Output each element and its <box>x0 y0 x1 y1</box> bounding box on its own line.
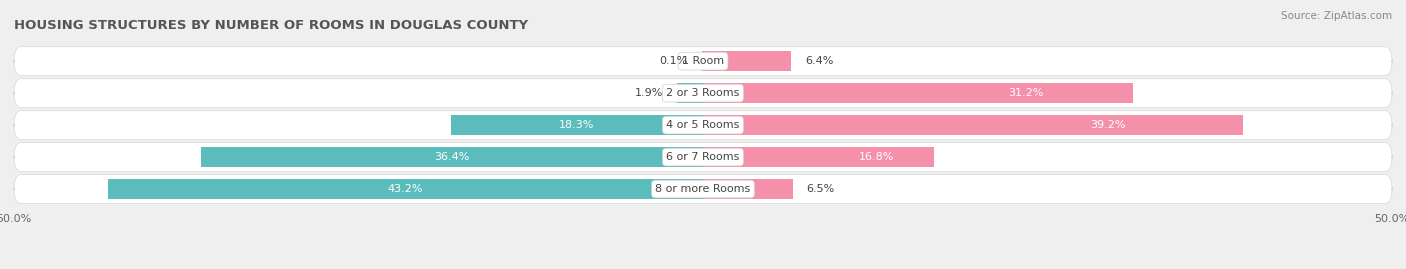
Bar <box>703 51 792 71</box>
FancyBboxPatch shape <box>14 111 1392 139</box>
Bar <box>676 83 703 103</box>
Text: 1 Room: 1 Room <box>682 56 724 66</box>
Text: 0.1%: 0.1% <box>659 56 688 66</box>
FancyBboxPatch shape <box>14 143 1392 171</box>
Bar <box>201 147 703 167</box>
Text: 4 or 5 Rooms: 4 or 5 Rooms <box>666 120 740 130</box>
Text: 39.2%: 39.2% <box>1090 120 1126 130</box>
Text: 8 or more Rooms: 8 or more Rooms <box>655 184 751 194</box>
Bar <box>703 115 1243 135</box>
Text: 6.5%: 6.5% <box>807 184 835 194</box>
Text: HOUSING STRUCTURES BY NUMBER OF ROOMS IN DOUGLAS COUNTY: HOUSING STRUCTURES BY NUMBER OF ROOMS IN… <box>14 19 529 32</box>
Bar <box>703 179 793 199</box>
Bar <box>703 147 935 167</box>
Bar <box>108 179 703 199</box>
FancyBboxPatch shape <box>14 47 1392 76</box>
Text: 1.9%: 1.9% <box>634 88 664 98</box>
Text: 6 or 7 Rooms: 6 or 7 Rooms <box>666 152 740 162</box>
Bar <box>451 115 703 135</box>
Text: 6.4%: 6.4% <box>806 56 834 66</box>
FancyBboxPatch shape <box>14 175 1392 203</box>
Text: 16.8%: 16.8% <box>859 152 894 162</box>
FancyBboxPatch shape <box>14 79 1392 108</box>
Text: 36.4%: 36.4% <box>434 152 470 162</box>
Text: 43.2%: 43.2% <box>388 184 423 194</box>
Bar <box>703 83 1133 103</box>
Text: 2 or 3 Rooms: 2 or 3 Rooms <box>666 88 740 98</box>
Text: 18.3%: 18.3% <box>560 120 595 130</box>
Text: 31.2%: 31.2% <box>1008 88 1043 98</box>
Text: Source: ZipAtlas.com: Source: ZipAtlas.com <box>1281 11 1392 21</box>
